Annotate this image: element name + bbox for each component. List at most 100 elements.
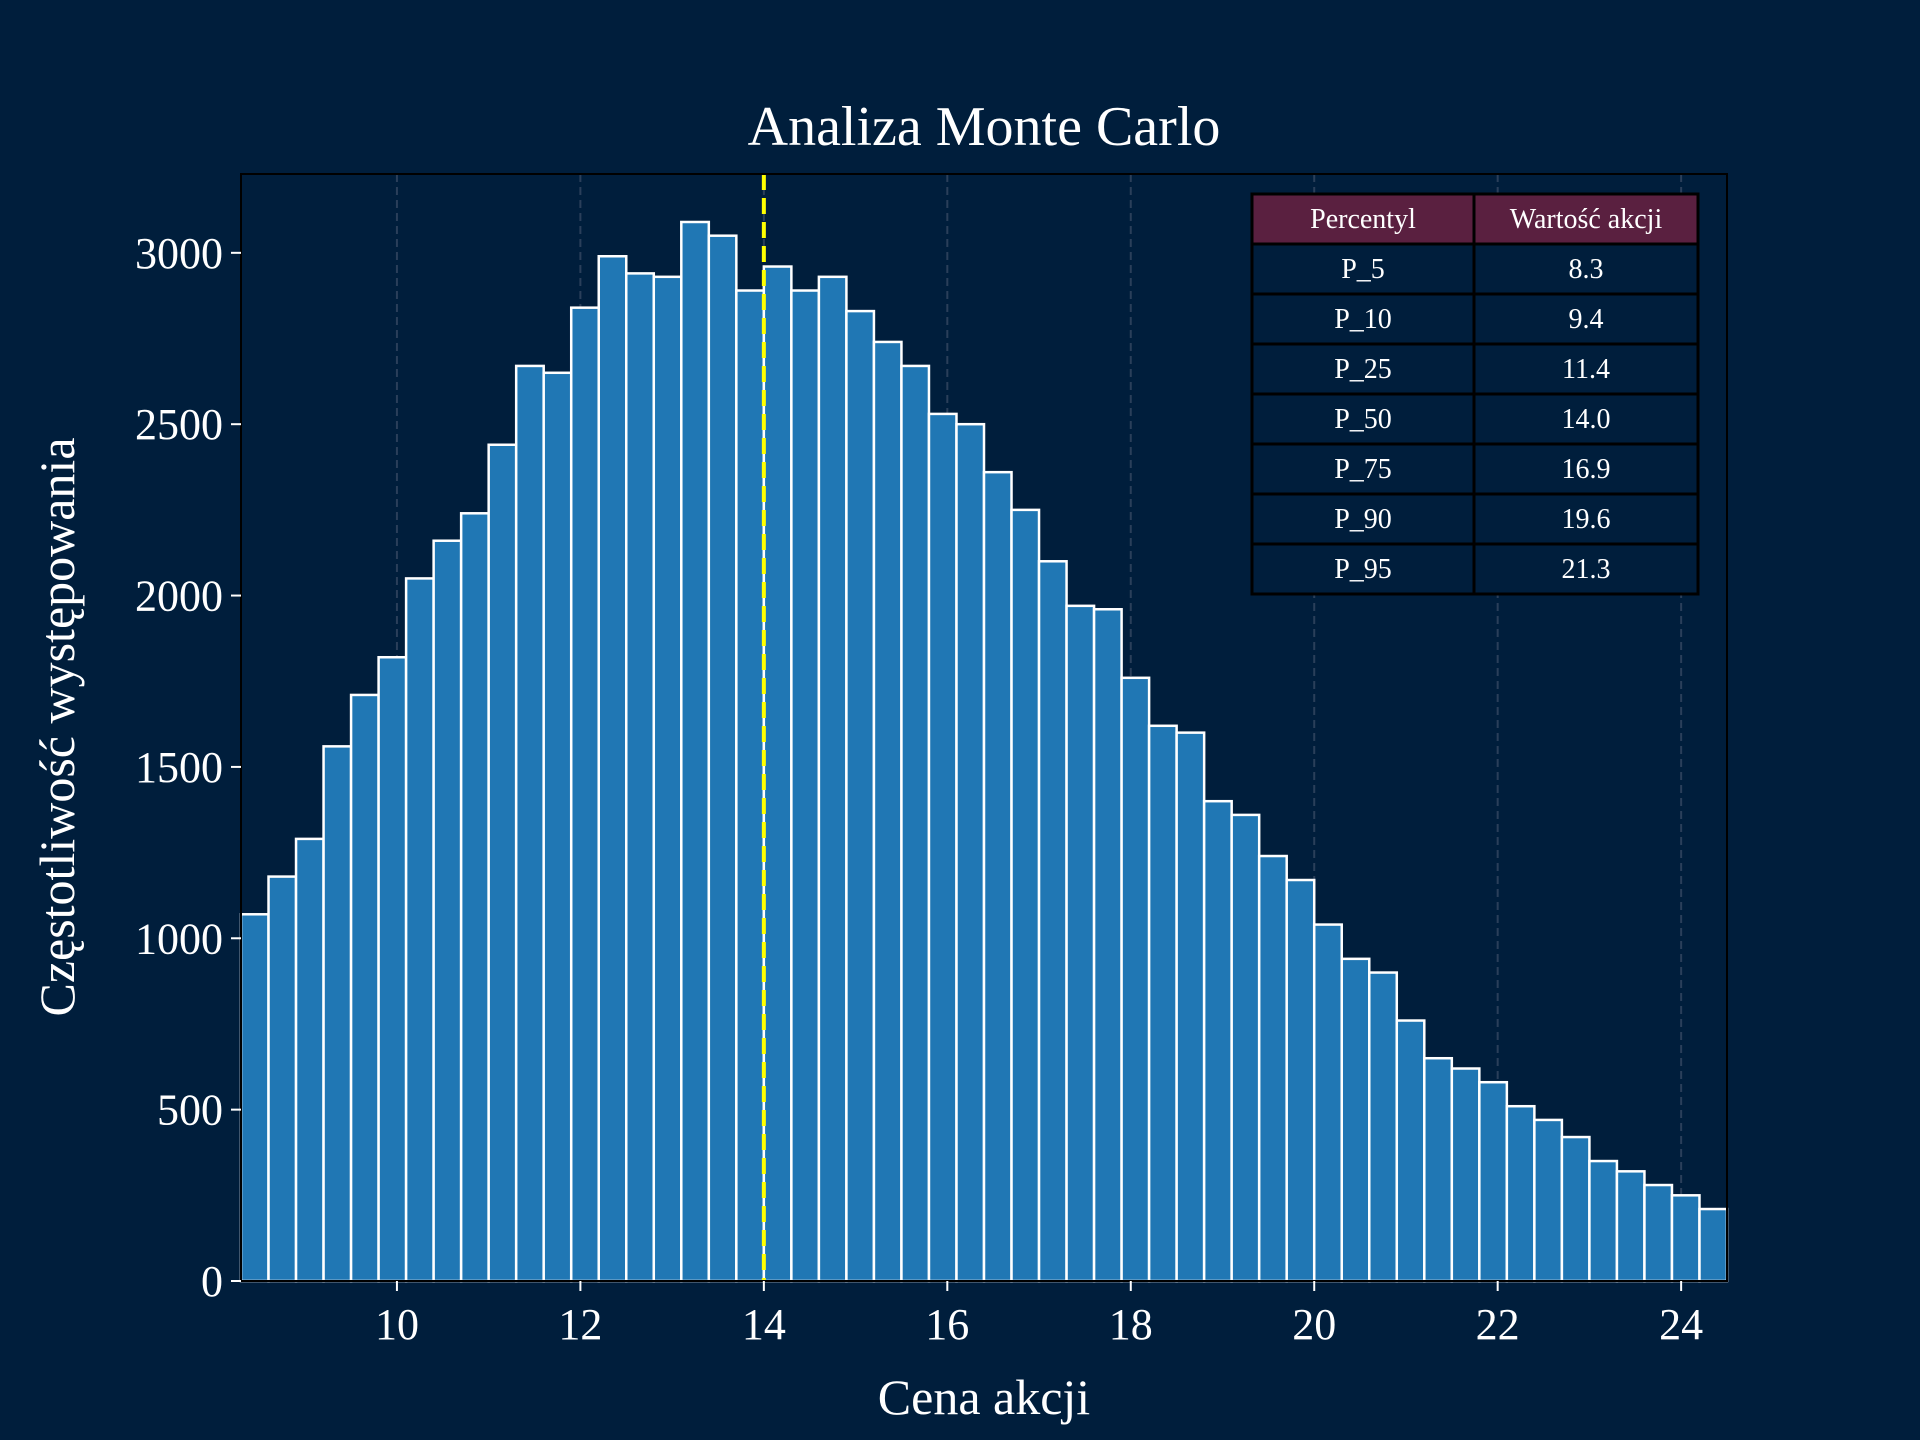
histogram-bar [1368, 971, 1399, 1283]
table-cell-text: P_90 [1334, 504, 1392, 535]
histogram-bar [597, 255, 628, 1283]
table-cell [1472, 242, 1700, 296]
histogram-bar [1257, 854, 1288, 1283]
histogram-bar [1065, 604, 1096, 1283]
histogram-bar [735, 289, 766, 1283]
table-cell-text: 11.4 [1562, 354, 1610, 385]
x-tick-label: 18 [1109, 1300, 1153, 1349]
histogram-bar [1588, 1159, 1619, 1283]
histogram-bar [1092, 608, 1123, 1283]
histogram-bar [955, 422, 986, 1283]
table-header-text: Wartość akcji [1510, 204, 1663, 235]
histogram-bar [1505, 1104, 1536, 1283]
histogram-bar [1285, 878, 1316, 1283]
table-cell [1250, 292, 1476, 346]
histogram-bar [625, 272, 656, 1283]
histogram-bar [845, 309, 876, 1283]
y-tick-label: 2500 [135, 400, 223, 449]
histogram-bar [1698, 1207, 1729, 1283]
table-cell-text: P_75 [1334, 454, 1392, 485]
histogram-bar [1202, 799, 1233, 1283]
histogram-bar [680, 220, 711, 1283]
histogram-bar [322, 745, 353, 1283]
histogram-bar [1560, 1135, 1591, 1283]
table-header-text: Percentyl [1310, 204, 1416, 235]
histogram-bar [927, 412, 958, 1283]
table-cell-text: P_5 [1341, 254, 1385, 285]
histogram-bar [652, 275, 683, 1283]
histogram-bar [900, 364, 931, 1283]
histogram-bar [1533, 1118, 1564, 1283]
histogram-bar [872, 340, 903, 1283]
x-tick-label: 16 [925, 1300, 969, 1349]
histogram-bar [1423, 1056, 1454, 1283]
histogram-bar [432, 539, 463, 1283]
x-tick-label: 10 [375, 1300, 419, 1349]
table-cell [1250, 542, 1476, 596]
histogram-bar [1395, 1019, 1426, 1283]
table-cell-text: 9.4 [1569, 304, 1604, 335]
y-axis-ticks: 0 500 1000 1500 2000 2500 3000 [135, 229, 241, 1306]
x-tick-label: 22 [1476, 1300, 1520, 1349]
y-tick-label: 3000 [135, 229, 223, 278]
histogram-bar [982, 470, 1013, 1283]
y-tick-label: 500 [157, 1086, 223, 1135]
table-cell [1472, 542, 1700, 596]
table-cell-text: 8.3 [1569, 254, 1604, 285]
histogram-bar [349, 693, 380, 1283]
histogram-bar [1643, 1183, 1674, 1283]
y-axis-label: Częstotliwość występowania [29, 437, 85, 1016]
table-cell-text: P_10 [1334, 304, 1392, 335]
x-tick-label: 24 [1659, 1300, 1703, 1349]
histogram-bar [459, 512, 490, 1283]
x-tick-label: 12 [558, 1300, 602, 1349]
x-axis-ticks: 10 12 14 16 18 20 22 24 [375, 1281, 1703, 1349]
table-cell [1472, 292, 1700, 346]
histogram-bar [1450, 1067, 1481, 1283]
table-cell-text: P_25 [1334, 354, 1392, 385]
histogram-bar [1478, 1080, 1509, 1283]
table-cell-text: 16.9 [1562, 454, 1611, 485]
histogram-bar [404, 577, 435, 1283]
x-tick-label: 20 [1292, 1300, 1336, 1349]
x-tick-label: 14 [742, 1300, 786, 1349]
table-cell-text: 19.6 [1562, 504, 1611, 535]
table-cell-text: 14.0 [1562, 404, 1611, 435]
histogram-bar [1120, 676, 1151, 1283]
histogram-bar [1312, 923, 1343, 1283]
y-tick-label: 2000 [135, 572, 223, 621]
y-tick-label: 1500 [135, 743, 223, 792]
histogram-bar [762, 265, 793, 1283]
plot-frame [240, 173, 1728, 1282]
histogram-bar [569, 306, 600, 1283]
histogram-bar [1147, 724, 1178, 1283]
table-cell [1472, 492, 1700, 546]
table-cell-text: P_95 [1334, 554, 1392, 585]
histogram-bars [239, 220, 1729, 1283]
histogram-bar [1670, 1194, 1701, 1283]
histogram-bar [817, 275, 848, 1283]
histogram-bar [294, 837, 325, 1283]
histogram-bar [1340, 957, 1371, 1283]
histogram-bar [1010, 508, 1041, 1283]
histogram-bar [1230, 813, 1261, 1283]
histogram-bar [267, 875, 298, 1283]
chart-title: Analiza Monte Carlo [748, 96, 1221, 158]
x-axis-label: Cena akcji [878, 1369, 1090, 1425]
table-cell-text: 21.3 [1562, 554, 1611, 585]
histogram-bar [239, 913, 270, 1283]
percentile-table: Percentyl Wartość akcji P_5 8.3 P_10 9.4 P_25 1… [1250, 192, 1700, 596]
histogram-bar [707, 234, 738, 1283]
histogram-bar [514, 364, 545, 1283]
y-tick-label: 1000 [135, 914, 223, 963]
y-tick-label: 0 [201, 1257, 223, 1306]
histogram-bar [790, 289, 821, 1283]
histogram-bar [1037, 560, 1068, 1283]
histogram-bar [487, 443, 518, 1283]
histogram-bar [542, 371, 573, 1283]
table-cell-text: P_50 [1334, 404, 1392, 435]
histogram-bar [1175, 731, 1206, 1283]
histogram-bar [1615, 1170, 1646, 1283]
histogram-bar [377, 655, 408, 1283]
